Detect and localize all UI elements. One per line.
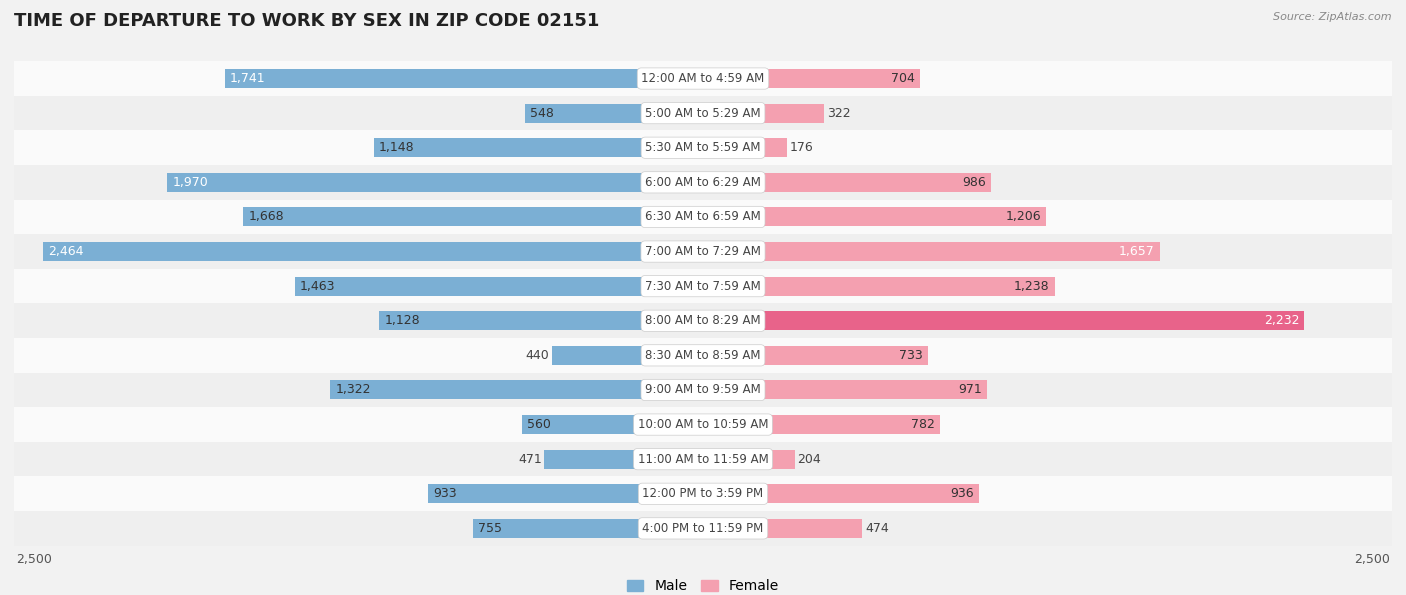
Text: 440: 440 bbox=[526, 349, 550, 362]
Text: Source: ZipAtlas.com: Source: ZipAtlas.com bbox=[1274, 12, 1392, 22]
Bar bbox=[553, 346, 662, 365]
Text: 6:00 AM to 6:29 AM: 6:00 AM to 6:29 AM bbox=[645, 176, 761, 189]
Text: 936: 936 bbox=[950, 487, 973, 500]
Bar bbox=[522, 415, 662, 434]
Bar bbox=[744, 104, 824, 123]
Bar bbox=[8, 338, 1398, 372]
Text: 971: 971 bbox=[959, 383, 983, 396]
Text: 4:00 PM to 11:59 PM: 4:00 PM to 11:59 PM bbox=[643, 522, 763, 535]
Text: 8:30 AM to 8:59 AM: 8:30 AM to 8:59 AM bbox=[645, 349, 761, 362]
Text: 933: 933 bbox=[433, 487, 457, 500]
Text: 5:00 AM to 5:29 AM: 5:00 AM to 5:29 AM bbox=[645, 107, 761, 120]
Bar bbox=[744, 346, 928, 365]
Text: 1,970: 1,970 bbox=[173, 176, 208, 189]
Text: 1,668: 1,668 bbox=[249, 211, 284, 224]
Bar bbox=[524, 104, 662, 123]
Bar bbox=[44, 242, 662, 261]
Bar bbox=[8, 407, 1398, 442]
Bar bbox=[380, 311, 662, 330]
Bar bbox=[295, 277, 662, 296]
Bar bbox=[544, 450, 662, 469]
Bar bbox=[8, 477, 1398, 511]
Text: 322: 322 bbox=[827, 107, 851, 120]
Text: 2,232: 2,232 bbox=[1264, 314, 1299, 327]
Bar bbox=[8, 234, 1398, 269]
Text: 1,148: 1,148 bbox=[380, 141, 415, 154]
Text: 1,463: 1,463 bbox=[299, 280, 336, 293]
Text: 7:00 AM to 7:29 AM: 7:00 AM to 7:29 AM bbox=[645, 245, 761, 258]
Bar bbox=[744, 484, 979, 503]
Text: 9:00 AM to 9:59 AM: 9:00 AM to 9:59 AM bbox=[645, 383, 761, 396]
Bar bbox=[330, 380, 662, 399]
Bar bbox=[8, 165, 1398, 200]
Text: 2,464: 2,464 bbox=[48, 245, 84, 258]
Text: 1,206: 1,206 bbox=[1005, 211, 1042, 224]
Bar bbox=[744, 311, 1305, 330]
Text: 8:00 AM to 8:29 AM: 8:00 AM to 8:29 AM bbox=[645, 314, 761, 327]
Text: 704: 704 bbox=[891, 72, 915, 85]
Text: 204: 204 bbox=[797, 453, 821, 466]
Bar bbox=[8, 130, 1398, 165]
Text: 12:00 AM to 4:59 AM: 12:00 AM to 4:59 AM bbox=[641, 72, 765, 85]
Bar bbox=[744, 173, 991, 192]
Text: 12:00 PM to 3:59 PM: 12:00 PM to 3:59 PM bbox=[643, 487, 763, 500]
Bar bbox=[8, 372, 1398, 407]
Text: 1,128: 1,128 bbox=[384, 314, 420, 327]
Bar bbox=[8, 96, 1398, 130]
Bar bbox=[167, 173, 662, 192]
Text: 10:00 AM to 10:59 AM: 10:00 AM to 10:59 AM bbox=[638, 418, 768, 431]
Bar bbox=[429, 484, 662, 503]
Bar bbox=[744, 138, 787, 157]
Text: 560: 560 bbox=[527, 418, 551, 431]
Bar bbox=[744, 277, 1054, 296]
Text: 7:30 AM to 7:59 AM: 7:30 AM to 7:59 AM bbox=[645, 280, 761, 293]
Text: 733: 733 bbox=[898, 349, 922, 362]
Bar bbox=[8, 61, 1398, 96]
Bar bbox=[374, 138, 662, 157]
Text: 11:00 AM to 11:59 AM: 11:00 AM to 11:59 AM bbox=[638, 453, 768, 466]
Bar bbox=[744, 208, 1046, 227]
Text: 176: 176 bbox=[790, 141, 814, 154]
Bar bbox=[472, 519, 662, 538]
Text: 1,741: 1,741 bbox=[231, 72, 266, 85]
Text: 755: 755 bbox=[478, 522, 502, 535]
Bar bbox=[744, 415, 939, 434]
Text: 1,238: 1,238 bbox=[1014, 280, 1049, 293]
Bar bbox=[8, 511, 1398, 546]
Legend: Male, Female: Male, Female bbox=[621, 574, 785, 595]
Text: 1,657: 1,657 bbox=[1119, 245, 1154, 258]
Bar bbox=[225, 69, 662, 88]
Text: 474: 474 bbox=[865, 522, 889, 535]
Bar bbox=[8, 442, 1398, 477]
Text: TIME OF DEPARTURE TO WORK BY SEX IN ZIP CODE 02151: TIME OF DEPARTURE TO WORK BY SEX IN ZIP … bbox=[14, 12, 599, 30]
Bar bbox=[243, 208, 662, 227]
Bar bbox=[744, 380, 987, 399]
Bar bbox=[8, 200, 1398, 234]
Text: 986: 986 bbox=[962, 176, 986, 189]
Text: 471: 471 bbox=[517, 453, 541, 466]
Bar bbox=[8, 303, 1398, 338]
Text: 6:30 AM to 6:59 AM: 6:30 AM to 6:59 AM bbox=[645, 211, 761, 224]
Text: 548: 548 bbox=[530, 107, 554, 120]
Bar bbox=[744, 69, 921, 88]
Bar bbox=[744, 519, 862, 538]
Text: 782: 782 bbox=[911, 418, 935, 431]
Bar bbox=[744, 242, 1160, 261]
Bar bbox=[744, 450, 794, 469]
Bar bbox=[8, 269, 1398, 303]
Text: 1,322: 1,322 bbox=[336, 383, 371, 396]
Text: 5:30 AM to 5:59 AM: 5:30 AM to 5:59 AM bbox=[645, 141, 761, 154]
